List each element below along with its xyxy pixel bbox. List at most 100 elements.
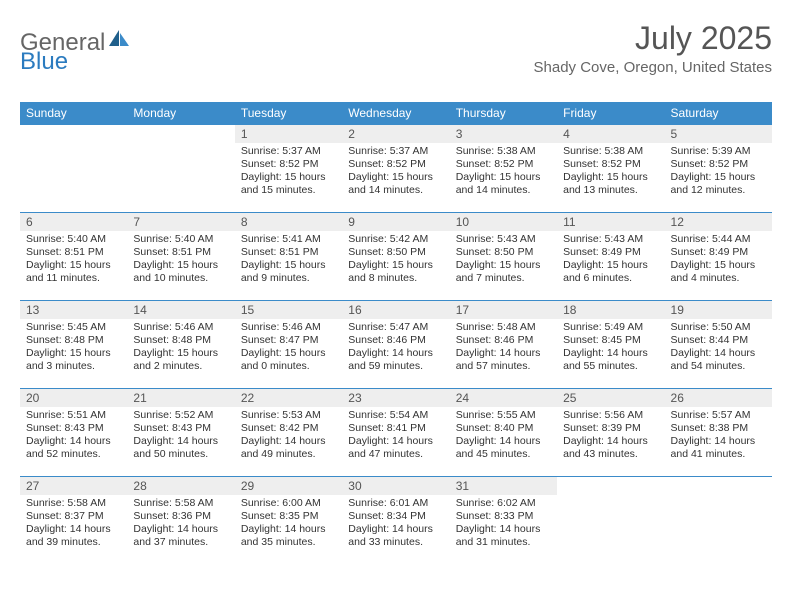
calendar-day-cell: 10Sunrise: 5:43 AMSunset: 8:50 PMDayligh… [450, 213, 557, 301]
logo-line2: Blue [20, 48, 68, 76]
day-details: Sunrise: 5:43 AMSunset: 8:49 PMDaylight:… [557, 231, 664, 290]
day-number: 29 [235, 477, 342, 495]
calendar-day-cell: 18Sunrise: 5:49 AMSunset: 8:45 PMDayligh… [557, 301, 664, 389]
calendar-day-cell: 21Sunrise: 5:52 AMSunset: 8:43 PMDayligh… [127, 389, 234, 477]
day-number: 23 [342, 389, 449, 407]
day-number: 18 [557, 301, 664, 319]
day-number: 16 [342, 301, 449, 319]
day-details: Sunrise: 6:00 AMSunset: 8:35 PMDaylight:… [235, 495, 342, 554]
day-details: Sunrise: 5:37 AMSunset: 8:52 PMDaylight:… [235, 143, 342, 202]
day-details: Sunrise: 5:38 AMSunset: 8:52 PMDaylight:… [450, 143, 557, 202]
day-details: Sunrise: 5:56 AMSunset: 8:39 PMDaylight:… [557, 407, 664, 466]
title-block: July 2025 Shady Cove, Oregon, United Sta… [534, 20, 772, 76]
calendar-day-cell: 3Sunrise: 5:38 AMSunset: 8:52 PMDaylight… [450, 125, 557, 213]
day-number: 11 [557, 213, 664, 231]
day-number: 9 [342, 213, 449, 231]
calendar-day-cell: 15Sunrise: 5:46 AMSunset: 8:47 PMDayligh… [235, 301, 342, 389]
calendar-week-row: 13Sunrise: 5:45 AMSunset: 8:48 PMDayligh… [20, 301, 772, 389]
day-number: 26 [665, 389, 772, 407]
calendar-day-cell: 17Sunrise: 5:48 AMSunset: 8:46 PMDayligh… [450, 301, 557, 389]
day-number: 28 [127, 477, 234, 495]
day-number: 1 [235, 125, 342, 143]
logo-text-blue: Blue [20, 48, 68, 75]
day-details: Sunrise: 5:52 AMSunset: 8:43 PMDaylight:… [127, 407, 234, 466]
day-details: Sunrise: 5:39 AMSunset: 8:52 PMDaylight:… [665, 143, 772, 202]
day-number: 20 [20, 389, 127, 407]
calendar-day-cell: 30Sunrise: 6:01 AMSunset: 8:34 PMDayligh… [342, 477, 449, 565]
day-number: 14 [127, 301, 234, 319]
calendar-day-cell [20, 125, 127, 213]
calendar-day-cell: 1Sunrise: 5:37 AMSunset: 8:52 PMDaylight… [235, 125, 342, 213]
day-details: Sunrise: 5:46 AMSunset: 8:48 PMDaylight:… [127, 319, 234, 378]
day-details: Sunrise: 5:53 AMSunset: 8:42 PMDaylight:… [235, 407, 342, 466]
calendar-day-cell: 25Sunrise: 5:56 AMSunset: 8:39 PMDayligh… [557, 389, 664, 477]
day-number: 25 [557, 389, 664, 407]
day-details: Sunrise: 6:01 AMSunset: 8:34 PMDaylight:… [342, 495, 449, 554]
calendar-day-cell [127, 125, 234, 213]
calendar-day-cell: 24Sunrise: 5:55 AMSunset: 8:40 PMDayligh… [450, 389, 557, 477]
calendar-day-cell: 28Sunrise: 5:58 AMSunset: 8:36 PMDayligh… [127, 477, 234, 565]
day-details: Sunrise: 5:46 AMSunset: 8:47 PMDaylight:… [235, 319, 342, 378]
day-details: Sunrise: 5:54 AMSunset: 8:41 PMDaylight:… [342, 407, 449, 466]
day-details: Sunrise: 5:47 AMSunset: 8:46 PMDaylight:… [342, 319, 449, 378]
column-header: Monday [127, 102, 234, 125]
column-header: Thursday [450, 102, 557, 125]
calendar-day-cell: 8Sunrise: 5:41 AMSunset: 8:51 PMDaylight… [235, 213, 342, 301]
calendar-day-cell: 16Sunrise: 5:47 AMSunset: 8:46 PMDayligh… [342, 301, 449, 389]
header: General July 2025 Shady Cove, Oregon, Un… [20, 20, 772, 76]
day-number: 6 [20, 213, 127, 231]
calendar-day-cell: 5Sunrise: 5:39 AMSunset: 8:52 PMDaylight… [665, 125, 772, 213]
day-number: 3 [450, 125, 557, 143]
calendar-week-row: 6Sunrise: 5:40 AMSunset: 8:51 PMDaylight… [20, 213, 772, 301]
calendar-day-cell: 26Sunrise: 5:57 AMSunset: 8:38 PMDayligh… [665, 389, 772, 477]
calendar-week-row: 20Sunrise: 5:51 AMSunset: 8:43 PMDayligh… [20, 389, 772, 477]
day-number: 21 [127, 389, 234, 407]
day-number: 2 [342, 125, 449, 143]
calendar-day-cell: 19Sunrise: 5:50 AMSunset: 8:44 PMDayligh… [665, 301, 772, 389]
day-details: Sunrise: 5:45 AMSunset: 8:48 PMDaylight:… [20, 319, 127, 378]
day-details: Sunrise: 5:50 AMSunset: 8:44 PMDaylight:… [665, 319, 772, 378]
day-details: Sunrise: 5:41 AMSunset: 8:51 PMDaylight:… [235, 231, 342, 290]
sail-icon [108, 26, 130, 54]
column-header: Wednesday [342, 102, 449, 125]
day-number: 10 [450, 213, 557, 231]
day-number: 30 [342, 477, 449, 495]
calendar-day-cell: 11Sunrise: 5:43 AMSunset: 8:49 PMDayligh… [557, 213, 664, 301]
day-number: 27 [20, 477, 127, 495]
calendar-day-cell [557, 477, 664, 565]
day-number: 7 [127, 213, 234, 231]
calendar-day-cell: 4Sunrise: 5:38 AMSunset: 8:52 PMDaylight… [557, 125, 664, 213]
day-details: Sunrise: 5:58 AMSunset: 8:37 PMDaylight:… [20, 495, 127, 554]
calendar-day-cell: 31Sunrise: 6:02 AMSunset: 8:33 PMDayligh… [450, 477, 557, 565]
page-title: July 2025 [534, 20, 772, 57]
calendar-table: SundayMondayTuesdayWednesdayThursdayFrid… [20, 102, 772, 565]
calendar-day-cell: 7Sunrise: 5:40 AMSunset: 8:51 PMDaylight… [127, 213, 234, 301]
calendar-day-cell: 9Sunrise: 5:42 AMSunset: 8:50 PMDaylight… [342, 213, 449, 301]
day-details: Sunrise: 5:40 AMSunset: 8:51 PMDaylight:… [127, 231, 234, 290]
day-number: 5 [665, 125, 772, 143]
day-details: Sunrise: 5:38 AMSunset: 8:52 PMDaylight:… [557, 143, 664, 202]
calendar-day-cell: 29Sunrise: 6:00 AMSunset: 8:35 PMDayligh… [235, 477, 342, 565]
calendar-day-cell: 12Sunrise: 5:44 AMSunset: 8:49 PMDayligh… [665, 213, 772, 301]
day-details: Sunrise: 5:57 AMSunset: 8:38 PMDaylight:… [665, 407, 772, 466]
day-number: 12 [665, 213, 772, 231]
column-header: Friday [557, 102, 664, 125]
day-details: Sunrise: 5:42 AMSunset: 8:50 PMDaylight:… [342, 231, 449, 290]
day-number: 19 [665, 301, 772, 319]
day-number: 17 [450, 301, 557, 319]
calendar-day-cell: 14Sunrise: 5:46 AMSunset: 8:48 PMDayligh… [127, 301, 234, 389]
day-details: Sunrise: 5:49 AMSunset: 8:45 PMDaylight:… [557, 319, 664, 378]
day-number: 8 [235, 213, 342, 231]
day-number: 13 [20, 301, 127, 319]
day-number: 4 [557, 125, 664, 143]
calendar-day-cell: 23Sunrise: 5:54 AMSunset: 8:41 PMDayligh… [342, 389, 449, 477]
column-header: Sunday [20, 102, 127, 125]
calendar-day-cell [665, 477, 772, 565]
day-number: 22 [235, 389, 342, 407]
calendar-day-cell: 13Sunrise: 5:45 AMSunset: 8:48 PMDayligh… [20, 301, 127, 389]
calendar-body: 1Sunrise: 5:37 AMSunset: 8:52 PMDaylight… [20, 125, 772, 565]
day-details: Sunrise: 5:37 AMSunset: 8:52 PMDaylight:… [342, 143, 449, 202]
day-details: Sunrise: 5:55 AMSunset: 8:40 PMDaylight:… [450, 407, 557, 466]
calendar-day-cell: 2Sunrise: 5:37 AMSunset: 8:52 PMDaylight… [342, 125, 449, 213]
day-number: 15 [235, 301, 342, 319]
